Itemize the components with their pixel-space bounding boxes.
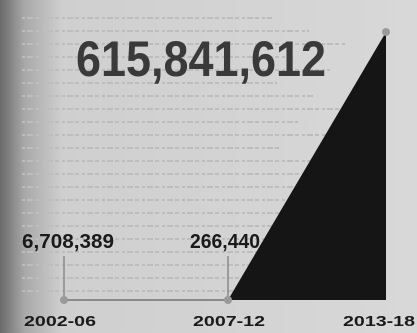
chart-marks <box>60 28 390 304</box>
data-point-2013-18 <box>382 28 390 36</box>
area-fill-2007-12-to-2013-18 <box>228 32 386 300</box>
data-point-2007-12 <box>224 296 232 304</box>
data-point-2002-06 <box>60 296 68 304</box>
chart-labels: 6,708,389 266,440 615,841,612 2002-06 20… <box>22 31 415 330</box>
x-tick-label-2007-12: 2007-12 <box>193 313 265 330</box>
x-tick-label-2002-06: 2002-06 <box>24 313 96 330</box>
x-tick-label-2013-18: 2013-18 <box>343 313 415 330</box>
data-label-2013-18: 615,841,612 <box>76 31 326 87</box>
data-label-2002-06: 6,708,389 <box>22 231 114 253</box>
background-text-texture <box>22 17 361 292</box>
data-label-2007-12: 266,440 <box>190 231 260 253</box>
